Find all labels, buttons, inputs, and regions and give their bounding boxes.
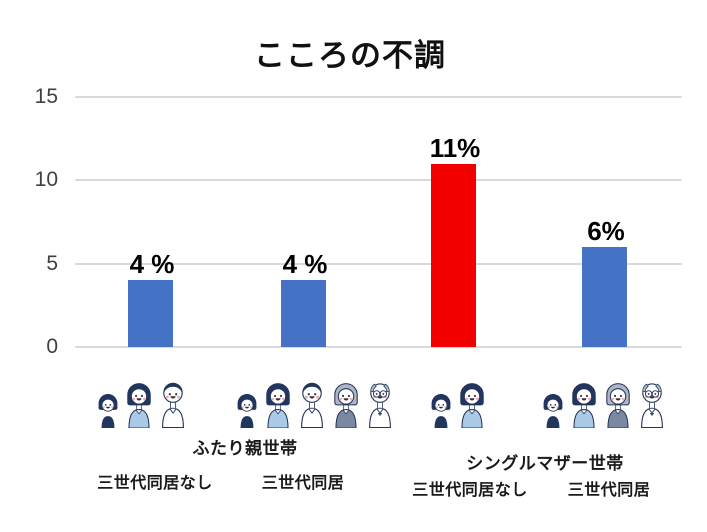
person-mother-icon xyxy=(266,383,290,428)
person-father-icon xyxy=(301,382,323,428)
category-sub-label: 三世代同居 xyxy=(261,475,345,492)
person-father-icon xyxy=(162,382,184,428)
bar-value-label: 4 % xyxy=(129,249,175,280)
person-mother-icon xyxy=(460,383,484,428)
person-grandfather-icon xyxy=(369,383,391,428)
person-grandmother-icon xyxy=(606,383,630,428)
gridline xyxy=(75,179,682,182)
group-header-two-parent: ふたり親世帯 xyxy=(192,439,298,458)
person-grandfather-icon xyxy=(641,383,663,428)
category-sub-label: 三世代同居なし xyxy=(97,475,213,492)
bar-2 xyxy=(280,280,326,347)
bar-1 xyxy=(127,280,173,347)
person-girl-icon xyxy=(431,393,451,428)
person-mother-icon xyxy=(127,383,151,428)
person-mother-icon xyxy=(572,383,596,428)
person-girl-icon xyxy=(237,393,257,428)
bar-value-label: 4 % xyxy=(282,249,328,280)
y-axis-tick-label: 0 xyxy=(46,335,58,358)
category-sub-label: 三世代同居 xyxy=(567,482,651,499)
bar-value-label: 6% xyxy=(587,216,625,246)
category-sub-label: 三世代同居なし xyxy=(412,482,528,499)
family-two-parent-icon xyxy=(95,371,189,428)
gridline xyxy=(75,96,682,98)
person-girl-icon xyxy=(543,393,563,428)
person-grandmother-icon xyxy=(334,383,358,428)
person-girl-icon xyxy=(98,393,118,428)
y-axis-tick-label: 5 xyxy=(46,251,58,275)
family-single-mother-three-gen-icon xyxy=(540,371,668,428)
group-header-single-mother: シングルマザー世帯 xyxy=(466,454,624,473)
y-axis-tick-label: 15 xyxy=(34,85,58,108)
gridline xyxy=(75,346,682,348)
gridline xyxy=(75,262,682,265)
bar-4 xyxy=(581,247,627,347)
family-single-mother-icon xyxy=(428,374,488,428)
family-two-parent-three-gen-icon xyxy=(234,371,396,428)
chart-title: こころの不調 xyxy=(254,38,446,73)
bar-value-label: 11% xyxy=(429,132,481,163)
y-axis-tick-label: 10 xyxy=(34,168,58,192)
bar-3 xyxy=(430,163,476,347)
